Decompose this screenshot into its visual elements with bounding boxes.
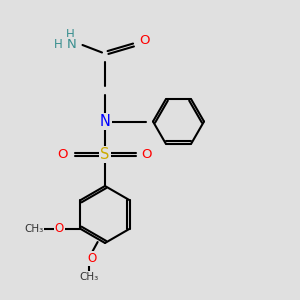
Text: O: O — [58, 148, 68, 161]
Text: CH₃: CH₃ — [24, 224, 44, 234]
Text: S: S — [100, 147, 110, 162]
Text: N: N — [100, 114, 110, 129]
Text: O: O — [139, 34, 149, 47]
Text: H: H — [66, 28, 75, 41]
Text: O: O — [87, 252, 96, 265]
Text: O: O — [55, 222, 64, 235]
Text: N: N — [67, 38, 77, 52]
Text: O: O — [142, 148, 152, 161]
Text: H: H — [54, 38, 63, 52]
Text: CH₃: CH₃ — [79, 272, 98, 281]
